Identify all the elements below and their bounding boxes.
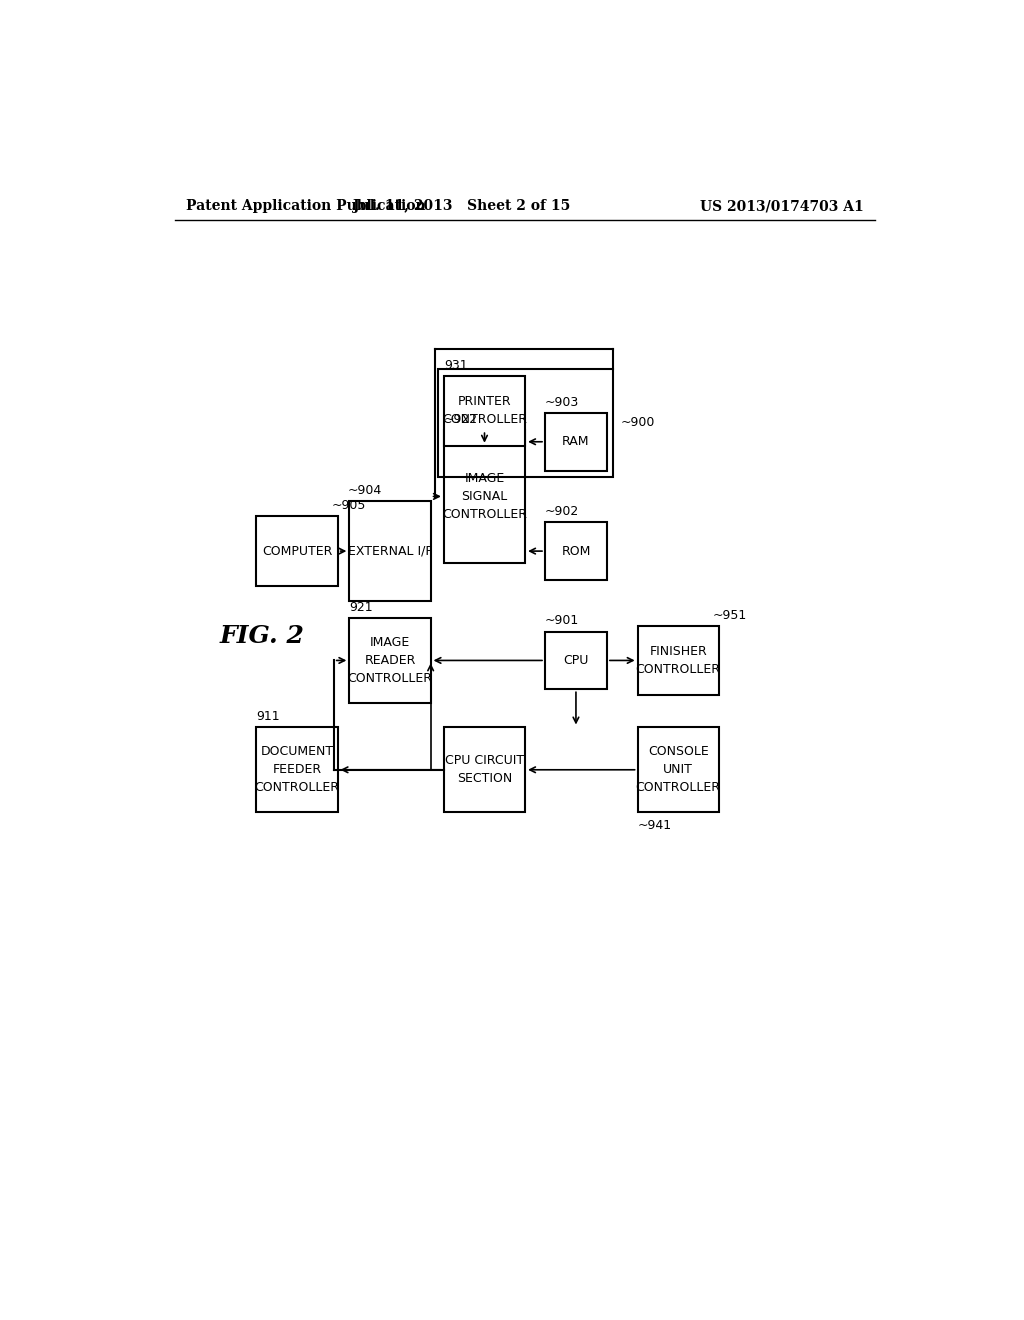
Text: ~922: ~922 <box>443 413 478 426</box>
Bar <box>443 430 525 562</box>
Text: CPU CIRCUIT
SECTION: CPU CIRCUIT SECTION <box>445 754 524 785</box>
Text: ~900: ~900 <box>621 416 655 429</box>
Text: ~904: ~904 <box>348 483 382 496</box>
Text: ~901: ~901 <box>545 614 580 627</box>
Bar <box>638 727 719 812</box>
Text: Patent Application Publication: Patent Application Publication <box>186 199 426 213</box>
Bar <box>256 516 338 586</box>
Text: ~902: ~902 <box>545 506 580 517</box>
Text: 911: 911 <box>256 710 280 723</box>
Text: ~951: ~951 <box>713 609 746 622</box>
Bar <box>638 626 719 696</box>
Text: US 2013/0174703 A1: US 2013/0174703 A1 <box>700 199 864 213</box>
Text: Jul. 11, 2013   Sheet 2 of 15: Jul. 11, 2013 Sheet 2 of 15 <box>352 199 570 213</box>
Text: PRINTER
CONTROLLER: PRINTER CONTROLLER <box>442 396 527 426</box>
Text: ~903: ~903 <box>545 396 580 409</box>
Bar <box>545 413 607 471</box>
Bar <box>545 631 607 689</box>
Text: ROM: ROM <box>561 545 591 557</box>
Text: COMPUTER: COMPUTER <box>262 545 332 557</box>
Bar <box>545 523 607 579</box>
Text: FIG. 2: FIG. 2 <box>219 624 304 648</box>
Text: EXTERNAL I/F: EXTERNAL I/F <box>348 545 432 557</box>
Text: CPU: CPU <box>563 653 589 667</box>
Text: DOCUMENT
FEEDER
CONTROLLER: DOCUMENT FEEDER CONTROLLER <box>254 746 339 795</box>
Bar <box>349 502 431 601</box>
Bar <box>256 727 338 812</box>
Text: CONSOLE
UNIT
CONTROLLER: CONSOLE UNIT CONTROLLER <box>636 746 721 795</box>
Text: 931: 931 <box>443 359 467 372</box>
Text: IMAGE
SIGNAL
CONTROLLER: IMAGE SIGNAL CONTROLLER <box>442 473 527 521</box>
Text: RAM: RAM <box>562 436 590 449</box>
Bar <box>443 727 525 812</box>
Bar <box>437 368 613 477</box>
Text: 921: 921 <box>349 601 373 614</box>
Text: FINISHER
CONTROLLER: FINISHER CONTROLLER <box>636 645 721 676</box>
Bar <box>349 618 431 702</box>
Text: ~905: ~905 <box>332 499 366 512</box>
Bar <box>443 376 525 446</box>
Text: IMAGE
READER
CONTROLLER: IMAGE READER CONTROLLER <box>347 636 432 685</box>
Text: ~941: ~941 <box>638 820 672 833</box>
